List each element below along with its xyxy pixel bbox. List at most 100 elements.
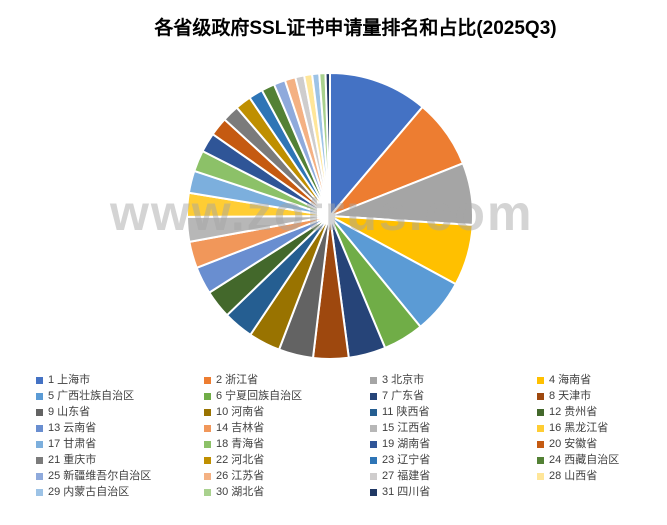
legend-item-29: 29 内蒙古自治区 — [36, 484, 204, 500]
legend-label: 29 内蒙古自治区 — [48, 486, 130, 498]
legend-label: 9 山东省 — [48, 406, 91, 418]
legend-label: 11 陕西省 — [382, 406, 430, 418]
legend-label: 16 黑龙江省 — [549, 422, 609, 434]
legend-marker-icon — [36, 424, 43, 432]
legend-label: 30 湖北省 — [216, 486, 265, 498]
legend-item-18: 18 青海省 — [204, 436, 370, 452]
legend-label: 21 重庆市 — [48, 454, 97, 466]
legend-label: 14 吉林省 — [216, 422, 265, 434]
legend-item-8: 8 天津市 — [537, 388, 660, 404]
legend-label: 19 湖南省 — [382, 438, 431, 450]
pie-chart-container — [184, 70, 476, 362]
pie-slice-31 — [324, 71, 331, 217]
legend-label: 15 江西省 — [382, 422, 431, 434]
legend-item-6: 6 宁夏回族自治区 — [204, 388, 370, 404]
legend-item-7: 7 广东省 — [370, 388, 537, 404]
legend-label: 5 广西壮族自治区 — [48, 390, 135, 402]
legend-label: 25 新疆维吾尔自治区 — [48, 470, 152, 482]
legend-marker-icon — [537, 392, 544, 400]
legend-marker-icon — [204, 440, 211, 448]
legend-marker-icon — [204, 472, 211, 480]
legend-item-26: 26 江苏省 — [204, 468, 370, 484]
legend-item-2: 2 浙江省 — [204, 372, 370, 388]
legend-label: 1 上海市 — [48, 374, 91, 386]
legend-marker-icon — [370, 456, 377, 464]
chart-title: 各省级政府SSL证书申请量排名和占比(2025Q3) — [154, 18, 557, 39]
pie-slice-1 — [329, 72, 424, 217]
legend-label: 17 甘肃省 — [48, 438, 97, 450]
legend-item-14: 14 吉林省 — [204, 420, 370, 436]
legend-marker-icon — [370, 472, 377, 480]
legend-item-9: 9 山东省 — [36, 404, 204, 420]
legend-item-25: 25 新疆维吾尔自治区 — [36, 468, 204, 484]
legend-label: 12 贵州省 — [549, 406, 598, 418]
legend-item-31: 31 四川省 — [370, 484, 537, 500]
legend-marker-icon — [204, 456, 211, 464]
legend-label: 4 海南省 — [549, 374, 592, 386]
legend-label: 28 山西省 — [549, 470, 598, 482]
legend-item-17: 17 甘肃省 — [36, 436, 204, 452]
legend-label: 13 云南省 — [48, 422, 97, 434]
legend-marker-icon — [537, 376, 544, 384]
pie-chart — [185, 71, 475, 360]
legend-item-10: 10 河南省 — [204, 404, 370, 420]
legend-marker-icon — [370, 488, 377, 496]
legend-marker-icon — [370, 392, 377, 400]
legend-marker-icon — [537, 440, 544, 448]
legend-label: 20 安徽省 — [549, 438, 598, 450]
legend-marker-icon — [370, 376, 377, 384]
legend-item-30: 30 湖北省 — [204, 484, 370, 500]
legend-item-20: 20 安徽省 — [537, 436, 660, 452]
legend-item-13: 13 云南省 — [36, 420, 204, 436]
legend-label: 27 福建省 — [382, 470, 431, 482]
legend-label: 3 北京市 — [382, 374, 425, 386]
legend-item-5: 5 广西壮族自治区 — [36, 388, 204, 404]
legend-marker-icon — [537, 456, 544, 464]
legend: 1 上海市 2 浙江省 3 北京市 4 海南省 5 广西壮族自治区 6 宁夏回族自治区 7 … — [36, 372, 660, 500]
legend-item-12: 12 贵州省 — [537, 404, 660, 420]
legend-label: 18 青海省 — [216, 438, 265, 450]
legend-item-21: 21 重庆市 — [36, 452, 204, 468]
legend-label: 23 辽宁省 — [382, 454, 431, 466]
legend-item-27: 27 福建省 — [370, 468, 537, 484]
legend-marker-icon — [36, 408, 43, 416]
legend-label: 26 江苏省 — [216, 470, 265, 482]
legend-marker-icon — [204, 488, 211, 496]
legend-marker-icon — [36, 488, 43, 496]
legend-marker-icon — [370, 408, 377, 416]
legend-marker-icon — [537, 408, 544, 416]
legend-label: 2 浙江省 — [216, 374, 259, 386]
legend-label: 31 四川省 — [382, 486, 431, 498]
legend-marker-icon — [36, 472, 43, 480]
legend-label: 10 河南省 — [216, 406, 265, 418]
legend-item-28: 28 山西省 — [537, 468, 660, 484]
legend-item-15: 15 江西省 — [370, 420, 537, 436]
legend-label: 6 宁夏回族自治区 — [216, 390, 303, 402]
legend-item-4: 4 海南省 — [537, 372, 660, 388]
legend-marker-icon — [36, 456, 43, 464]
legend-marker-icon — [36, 392, 43, 400]
legend-item-11: 11 陕西省 — [370, 404, 537, 420]
legend-item-19: 19 湖南省 — [370, 436, 537, 452]
legend-label: 7 广东省 — [382, 390, 425, 402]
legend-marker-icon — [537, 472, 544, 480]
legend-marker-icon — [204, 424, 211, 432]
legend-label: 8 天津市 — [549, 390, 592, 402]
legend-marker-icon — [204, 408, 211, 416]
legend-marker-icon — [204, 392, 211, 400]
legend-item-22: 22 河北省 — [204, 452, 370, 468]
legend-item-3: 3 北京市 — [370, 372, 537, 388]
legend-item-24: 24 西藏自治区 — [537, 452, 660, 468]
legend-marker-icon — [36, 376, 43, 384]
legend-marker-icon — [36, 440, 43, 448]
legend-item-16: 16 黑龙江省 — [537, 420, 660, 436]
legend-label: 24 西藏自治区 — [549, 454, 620, 466]
legend-marker-icon — [537, 424, 544, 432]
legend-item-1: 1 上海市 — [36, 372, 204, 388]
legend-marker-icon — [204, 376, 211, 384]
legend-item-23: 23 辽宁省 — [370, 452, 537, 468]
legend-marker-icon — [370, 440, 377, 448]
legend-label: 22 河北省 — [216, 454, 265, 466]
legend-marker-icon — [370, 424, 377, 432]
